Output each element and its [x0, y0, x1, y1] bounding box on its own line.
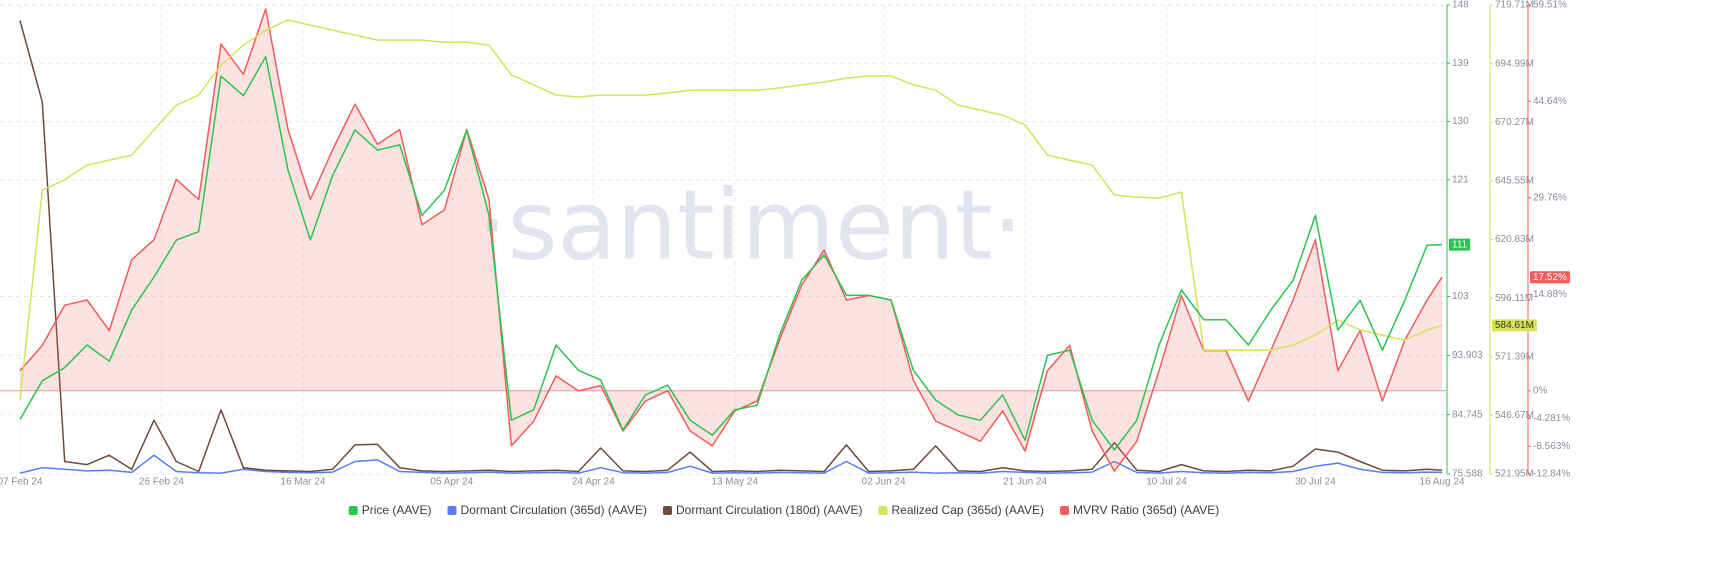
badge-label: 584.61M — [1495, 320, 1534, 331]
y-tick-label: 84.745 — [1452, 409, 1483, 420]
y-tick-label: -8.563% — [1533, 441, 1570, 452]
current-value-badge: 17.52% — [1530, 271, 1570, 284]
x-tick-label: 16 Mar 24 — [280, 477, 325, 488]
series-line — [19, 454, 1443, 474]
y-tick-label: 148 — [1452, 0, 1469, 11]
x-tick-label: 07 Feb 24 — [0, 477, 43, 488]
y-tick-label: 139 — [1452, 58, 1469, 69]
legend-label: MVRV Ratio (365d) (AAVE) — [1073, 503, 1219, 517]
x-tick-label: 24 Apr 24 — [572, 477, 615, 488]
y-tick-label: 29.76% — [1533, 192, 1567, 203]
series-line — [19, 19, 1443, 401]
y-tick-label: 645.55M — [1495, 176, 1534, 187]
x-tick-label: 02 Jun 24 — [862, 477, 906, 488]
y-tick-label: 571.39M — [1495, 351, 1534, 362]
badge-label: 17.52% — [1533, 272, 1567, 283]
y-tick-label: 620.83M — [1495, 234, 1534, 245]
y-tick-label: 521.95M — [1495, 469, 1534, 480]
y-tick-label: 130 — [1452, 116, 1469, 127]
x-tick-label: 26 Feb 24 — [139, 477, 184, 488]
y-tick-label: 121 — [1452, 175, 1469, 186]
legend-swatch — [878, 506, 888, 515]
y-tick-label: 596.11M — [1495, 293, 1533, 304]
y-tick-label: 75.588 — [1452, 469, 1483, 480]
y-tick-label: 694.99M — [1495, 58, 1534, 69]
badge-label: 111 — [1452, 239, 1468, 250]
legend: Price (AAVE) Dormant Circulation (365d) (… — [348, 503, 1219, 517]
legend-label: Dormant Circulation (180d) (AAVE) — [676, 503, 863, 517]
y-tick-label: 14.88% — [1533, 289, 1567, 300]
y-tick-label: 719.71M — [1495, 0, 1534, 11]
y-tick-label: 670.27M — [1495, 117, 1534, 128]
x-tick-label: 05 Apr 24 — [430, 477, 473, 488]
legend-swatch — [663, 506, 672, 515]
y-tick-label: 44.64% — [1533, 96, 1567, 107]
y-tick-label: 0% — [1533, 385, 1548, 396]
legend-swatch — [348, 506, 358, 515]
x-tick-label: 16 Aug 24 — [1419, 477, 1464, 488]
legend-label: Realized Cap (365d) (AAVE) — [892, 503, 1045, 517]
legend-label: Price (AAVE) — [362, 503, 432, 517]
y-tick-label: 59.51% — [1533, 0, 1567, 11]
series-line — [19, 20, 1443, 473]
y-tick-label: -12.84% — [1533, 469, 1570, 480]
area-fill — [20, 9, 1442, 472]
badge-bg — [1492, 319, 1537, 332]
y-tick-label: 93.903 — [1452, 350, 1483, 361]
badge-bg — [1449, 238, 1471, 251]
y-tick-label: -4.281% — [1533, 413, 1570, 424]
watermark: ·santiment· — [477, 169, 1023, 281]
legend-swatch — [447, 506, 457, 515]
series-line — [19, 56, 1443, 451]
y-tick-label: 546.67M — [1495, 410, 1534, 421]
x-tick-label: 21 Jun 24 — [1003, 477, 1047, 488]
x-tick-label: 10 Jul 24 — [1146, 477, 1187, 488]
legend-label: Dormant Circulation (365d) (AAVE) — [460, 503, 647, 517]
x-tick-label: 13 May 24 — [711, 477, 758, 488]
x-tick-label: 30 Jul 24 — [1295, 477, 1336, 488]
y-tick-label: 103 — [1452, 291, 1469, 302]
badge-bg — [1530, 271, 1570, 284]
legend-swatch — [1060, 506, 1070, 515]
current-value-badge: 584.61M — [1492, 319, 1537, 332]
current-value-badge: 111 — [1449, 238, 1471, 251]
